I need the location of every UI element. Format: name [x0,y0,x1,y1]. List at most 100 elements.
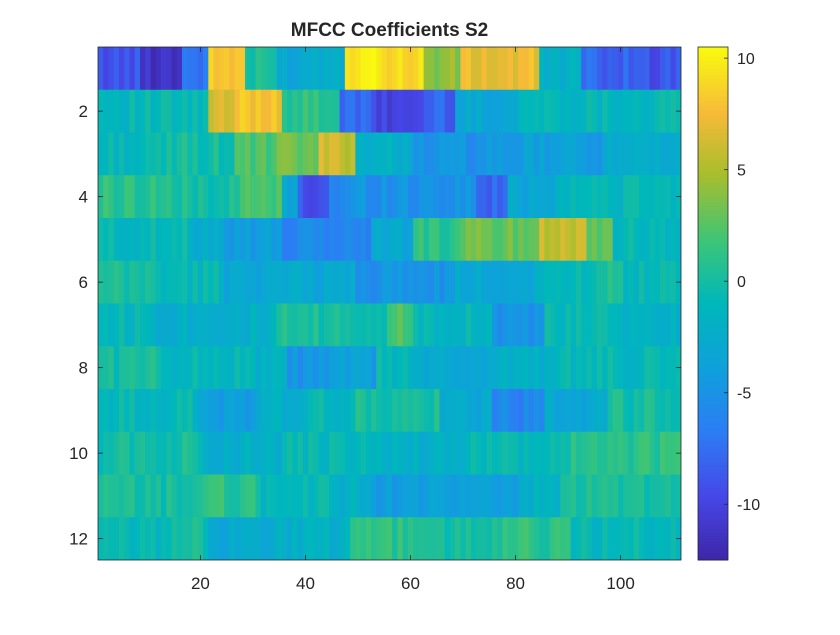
heatmap-cell [575,346,582,390]
x-axis: 20 40 60 80 100 [191,47,635,593]
heatmap-cell [371,517,377,560]
colorbar-band [698,447,728,451]
heatmap-cell [434,346,440,390]
heatmap-cell [98,218,104,262]
heatmap-cell [197,47,204,91]
heatmap-cell [234,389,241,433]
heatmap-cell [182,474,188,518]
heatmap-cell [470,346,477,390]
heatmap-cell [208,389,214,433]
heatmap-cell [481,303,488,347]
heatmap-cell [649,218,656,262]
heatmap-cell [476,89,482,133]
heatmap-cell [371,132,377,176]
heatmap-cells [98,47,681,560]
heatmap-cell [581,89,587,133]
heatmap-cell [287,47,293,91]
heatmap-cell [586,389,593,433]
heatmap-cell [628,517,635,560]
heatmap-cell [649,303,656,347]
heatmap-cell [465,346,472,390]
heatmap-cell [675,218,681,262]
colorbar-band [698,331,728,335]
colorbar-band [698,418,728,422]
heatmap-cell [245,260,251,304]
colorbar-band [698,280,728,284]
heatmap-cell [575,474,582,518]
heatmap-cell [649,89,656,133]
heatmap-cell [371,89,377,133]
heatmap-cell [203,346,209,390]
heatmap-cell [150,431,157,475]
heatmap-cell [570,474,577,518]
colorbar-band [698,321,728,325]
heatmap-cell [638,175,645,219]
heatmap-cell [523,303,530,347]
colorbar-band [698,134,728,138]
heatmap-cell [145,431,151,475]
heatmap-cell [245,474,251,518]
heatmap-cell [617,303,624,347]
heatmap-cell [544,431,551,475]
heatmap-cell [460,132,467,176]
heatmap-cell [145,260,151,304]
heatmap-cell [507,175,514,219]
heatmap-cell [224,175,230,219]
heatmap-cell [644,517,650,560]
heatmap-cell [581,175,587,219]
heatmap-cell [617,132,624,176]
heatmap-cell [575,47,582,91]
heatmap-cell [329,47,335,91]
heatmap-cell [428,89,435,133]
heatmap-cell [145,474,151,518]
heatmap-cell [266,474,272,518]
colorbar-band [698,95,728,99]
heatmap-cell [623,474,629,518]
heatmap-cell [507,218,514,262]
heatmap-cell [140,346,146,390]
heatmap-cell [365,346,372,390]
heatmap-cell [638,389,645,433]
heatmap-cell [302,303,309,347]
colorbar-band [698,549,728,553]
heatmap-cell [124,47,130,91]
heatmap-cell [339,474,346,518]
heatmap-cell [586,346,593,390]
heatmap-cell [239,346,246,390]
heatmap-cell [612,132,619,176]
heatmap-cell [124,89,130,133]
heatmap-cell [208,218,214,262]
heatmap-cell [528,260,535,304]
colorbar-band [698,290,728,294]
x-tick-label: 100 [606,574,634,593]
heatmap-cell [176,346,183,390]
heatmap-cell [176,132,183,176]
colorbar-band [698,277,728,281]
heatmap-cell [103,474,109,518]
colorbar-band [698,164,728,169]
heatmap-cell [344,389,351,433]
heatmap-cell [507,89,514,133]
heatmap-cell [213,218,220,262]
heatmap-cell [329,389,335,433]
heatmap-cell [460,431,467,475]
colorbar-band [698,67,728,71]
heatmap-cell [539,260,545,304]
colorbar-band [698,149,728,153]
heatmap-cell [166,389,172,433]
heatmap-cell [560,175,566,219]
heatmap-cell [434,132,440,176]
heatmap-cell [224,431,230,475]
heatmap-cell [575,431,582,475]
heatmap-cell [402,132,409,176]
heatmap-cell [224,517,230,560]
heatmap-cell [213,132,220,176]
heatmap-cell [355,260,362,304]
heatmap-cell [166,474,172,518]
heatmap-cell [481,474,488,518]
heatmap-cell [544,517,551,560]
colorbar-band [698,108,728,112]
heatmap-cell [623,218,629,262]
heatmap-cell [318,517,325,560]
colorbar-band [698,267,728,271]
